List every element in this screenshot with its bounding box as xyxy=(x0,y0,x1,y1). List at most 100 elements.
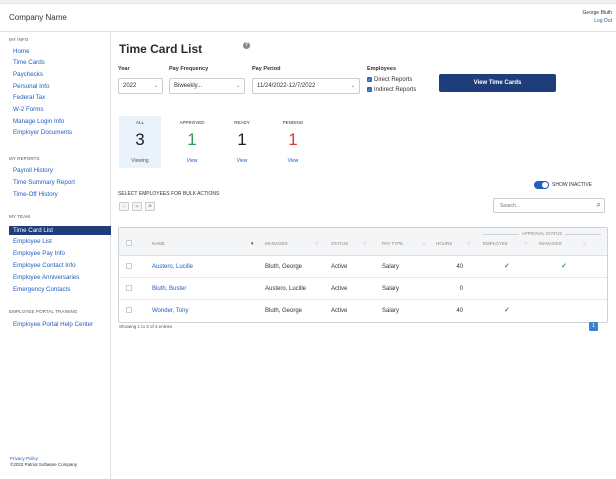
view-time-cards-button[interactable]: View Time Cards xyxy=(439,74,556,92)
logout-link[interactable]: Log Out xyxy=(594,18,612,24)
nav-help-center[interactable]: Employee Portal Help Center xyxy=(13,321,94,328)
section-my-reports: MY REPORTS xyxy=(9,156,40,161)
card-label: READY xyxy=(234,120,250,125)
nav-payroll-history[interactable]: Payroll History xyxy=(13,167,53,174)
card-count: 1 xyxy=(237,130,247,149)
row-checkbox[interactable] xyxy=(126,307,132,313)
nav-w2-forms[interactable]: W-2 Forms xyxy=(13,106,44,113)
nav-employer-documents[interactable]: Employer Documents xyxy=(13,129,73,136)
privacy-policy-link[interactable]: Privacy Policy xyxy=(10,456,39,461)
direct-reports-label: Direct Reports xyxy=(374,77,413,84)
col-employee-approval[interactable]: EMPLOYEE xyxy=(483,241,508,246)
direct-reports-checkbox[interactable]: ✓ Direct Reports xyxy=(367,77,412,83)
col-pay-type[interactable]: PAY TYPE xyxy=(382,241,404,246)
reject-icon[interactable]: ✕ xyxy=(132,202,142,211)
nav-employee-anniversaries[interactable]: Employee Anniversaries xyxy=(13,274,80,281)
col-status[interactable]: STATUS xyxy=(331,241,349,246)
card-link[interactable]: View xyxy=(236,158,248,164)
status-cell: Active xyxy=(331,286,348,292)
check-icon: ✓ xyxy=(367,77,372,82)
row-checkbox[interactable] xyxy=(126,285,132,291)
nav-time-summary-report[interactable]: Time Summary Report xyxy=(13,179,76,186)
filter-icon[interactable]: ▽ xyxy=(467,241,471,246)
help-icon[interactable]: ? xyxy=(243,42,250,49)
year-select[interactable]: 2022 ⌄ xyxy=(118,78,163,94)
filter-icon[interactable]: ▽ xyxy=(524,241,528,246)
nav-personal-info[interactable]: Personal Info xyxy=(13,83,50,90)
nav-time-card-list[interactable]: Time Card List xyxy=(9,226,111,235)
status-card-pending[interactable]: PENDING 1 View xyxy=(272,116,314,168)
card-link[interactable]: View xyxy=(287,158,299,164)
filter-icon[interactable]: ▽ xyxy=(363,241,367,246)
browser-strip xyxy=(0,0,616,4)
bulk-actions-label: SELECT EMPLOYEES FOR BULK ACTIONS xyxy=(118,191,220,197)
nav-federal-tax[interactable]: Federal Tax xyxy=(13,94,46,101)
status-card-ready[interactable]: READY 1 View xyxy=(221,116,263,168)
col-manager[interactable]: MANAGER xyxy=(265,241,288,246)
section-portal-training: EMPLOYEE PORTAL TRAINING xyxy=(9,309,78,314)
flag-icon[interactable]: ⚑ xyxy=(145,202,155,211)
card-link[interactable]: View xyxy=(186,158,198,164)
chevron-down-icon: ⌄ xyxy=(153,83,158,89)
manager-cell: Bluth, George xyxy=(265,264,303,270)
chevron-down-icon: ⌄ xyxy=(235,83,240,89)
indirect-reports-checkbox[interactable]: ✓ Indirect Reports xyxy=(367,87,416,93)
nav-paychecks[interactable]: Paychecks xyxy=(13,71,43,78)
search-icon[interactable]: ⌕ xyxy=(596,200,601,209)
show-inactive-toggle[interactable] xyxy=(534,181,549,189)
row-checkbox[interactable] xyxy=(126,263,132,269)
employee-name-link[interactable]: Bluth, Buster xyxy=(152,286,187,292)
nav-employee-list[interactable]: Employee List xyxy=(13,238,52,245)
sidebar-footer: Privacy Policy ©2022 Patriot Software Co… xyxy=(10,456,77,468)
employee-name-link[interactable]: Wonder, Tony xyxy=(152,308,189,314)
pay-frequency-value: Biweekly... xyxy=(174,83,203,89)
year-label: Year xyxy=(118,66,130,72)
pay-frequency-select[interactable]: Biweekly... ⌄ xyxy=(169,78,245,94)
card-count: 1 xyxy=(187,130,197,149)
nav-time-off-history[interactable]: Time-Off History xyxy=(13,191,58,198)
table-row: Bluth, Buster Austero, Lucille Active Sa… xyxy=(119,278,607,300)
nav-manage-login-info[interactable]: Manage Login Info xyxy=(13,118,65,125)
table-row: Wonder, Tony Bluth, George Active Salary… xyxy=(119,300,607,322)
approve-icon[interactable]: ✓ xyxy=(119,202,129,211)
nav-employee-contact-info[interactable]: Employee Contact Info xyxy=(13,262,76,269)
pay-frequency-label: Pay Frequency xyxy=(169,66,209,72)
main-content: Time Card List ? Year 2022 ⌄ Pay Frequen… xyxy=(118,32,608,479)
employee-approved-check-icon: ✓ xyxy=(504,307,510,314)
hours-cell: 40 xyxy=(456,308,463,314)
showing-entries: Showing 1 to 3 of 3 entries xyxy=(119,324,173,329)
sort-icon[interactable]: ▼ xyxy=(250,241,255,246)
employee-approved-check-icon: ✓ xyxy=(504,263,510,270)
filter-icon[interactable]: ▽ xyxy=(422,241,426,246)
status-card-approved[interactable]: APPROVED 1 View xyxy=(171,116,213,168)
filter-icon[interactable]: ▽ xyxy=(315,241,319,246)
nav-home[interactable]: Home xyxy=(13,48,30,55)
time-card-table: APPROVAL STATUS NAME ▼ MANAGER ▽ STATUS … xyxy=(118,227,608,323)
col-manager-approval[interactable]: MANAGER xyxy=(539,241,562,246)
col-name[interactable]: NAME xyxy=(152,241,166,246)
nav-employee-pay-info[interactable]: Employee Pay Info xyxy=(13,250,65,257)
approval-status-label: APPROVAL STATUS xyxy=(518,231,566,236)
search-input[interactable]: Search... ⌕ xyxy=(493,198,605,213)
pay-type-cell: Salary xyxy=(382,264,400,270)
table-row: Austero, Lucille Bluth, George Active Sa… xyxy=(119,256,607,278)
approval-status-header: APPROVAL STATUS xyxy=(485,231,599,236)
pay-period-select[interactable]: 11/24/2022-12/7/2022 ⌄ xyxy=(252,78,360,94)
nav-emergency-contacts[interactable]: Emergency Contacts xyxy=(13,286,71,293)
check-icon: ✓ xyxy=(367,87,372,92)
status-cell: Active xyxy=(331,308,348,314)
employee-name-link[interactable]: Austero, Lucille xyxy=(152,264,194,270)
status-card-all[interactable]: ALL 3 Viewing xyxy=(119,116,161,168)
nav-time-cards[interactable]: Time Cards xyxy=(13,59,45,66)
employees-label: Employees xyxy=(367,66,397,72)
col-hours[interactable]: HOURS xyxy=(436,241,453,246)
pay-type-cell: Salary xyxy=(382,286,400,292)
company-name: Company Name xyxy=(9,13,67,22)
user-menu: George Bluth Log Out xyxy=(583,9,612,25)
pagination-page-1[interactable]: 1 xyxy=(589,322,598,331)
select-all-checkbox[interactable] xyxy=(126,240,132,246)
show-inactive-label: SHOW INACTIVE xyxy=(552,182,593,188)
app-header: Company Name George Bluth Log Out xyxy=(0,4,616,32)
pay-period-value: 11/24/2022-12/7/2022 xyxy=(257,83,316,89)
filter-icon[interactable]: ▽ xyxy=(583,241,587,246)
